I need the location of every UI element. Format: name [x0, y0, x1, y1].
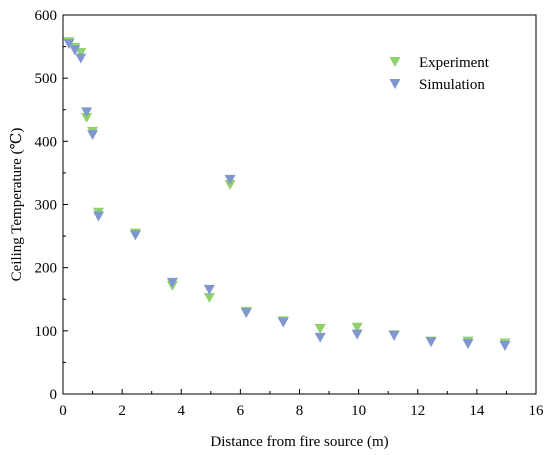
x-tick-label: 8 [296, 403, 304, 419]
x-tick-label: 2 [118, 403, 126, 419]
x-tick-label: 4 [178, 403, 186, 419]
x-tick-label: 16 [529, 403, 545, 419]
data-point [63, 39, 75, 50]
axis-ticks: 0 2 4 6 8 10 12 14 16 0 100 200 300 400 500 600 [35, 8, 545, 419]
data-point [388, 330, 400, 341]
data-point [224, 179, 236, 190]
data-point [92, 211, 104, 222]
series-simulation [63, 39, 511, 351]
data-point [314, 323, 326, 334]
data-point [203, 284, 215, 295]
data-point [351, 322, 363, 333]
data-point [75, 47, 87, 58]
data-points [63, 37, 511, 351]
data-point [351, 329, 363, 340]
data-point [75, 53, 87, 64]
data-point [224, 174, 236, 185]
y-tick-label: 400 [35, 134, 58, 150]
data-point [499, 341, 511, 351]
data-point [277, 317, 289, 328]
y-axis-title: Ceiling Temperature (℃) [9, 128, 25, 282]
y-tick-label: 0 [50, 387, 58, 403]
data-point [240, 308, 252, 319]
y-tick-label: 300 [35, 198, 58, 214]
data-point [203, 293, 215, 303]
y-tick-label: 100 [35, 324, 58, 340]
y-tick-label: 200 [35, 261, 58, 277]
x-tick-label: 0 [59, 403, 67, 419]
data-point [314, 332, 326, 343]
legend-marker [389, 57, 401, 67]
y-tick-label: 600 [35, 8, 58, 24]
legend-markers [389, 57, 401, 89]
data-point [129, 230, 141, 241]
x-axis-title: Distance from fire source (m) [210, 434, 388, 450]
data-point [425, 337, 437, 348]
x-tick-label: 14 [469, 403, 485, 419]
data-point [81, 107, 93, 118]
x-tick-label: 6 [237, 403, 245, 419]
legend-label-experiment: Experiment [419, 55, 490, 71]
x-tick-label: 12 [410, 403, 425, 419]
legend: Experiment Simulation [389, 55, 490, 93]
x-tick-label: 10 [351, 403, 366, 419]
data-point [462, 339, 474, 350]
data-point [69, 45, 81, 56]
data-point [81, 113, 93, 123]
data-point [166, 277, 178, 288]
legend-marker [389, 79, 401, 89]
legend-label-simulation: Simulation [419, 77, 485, 93]
y-tick-label: 500 [35, 71, 58, 87]
data-point [87, 130, 99, 140]
